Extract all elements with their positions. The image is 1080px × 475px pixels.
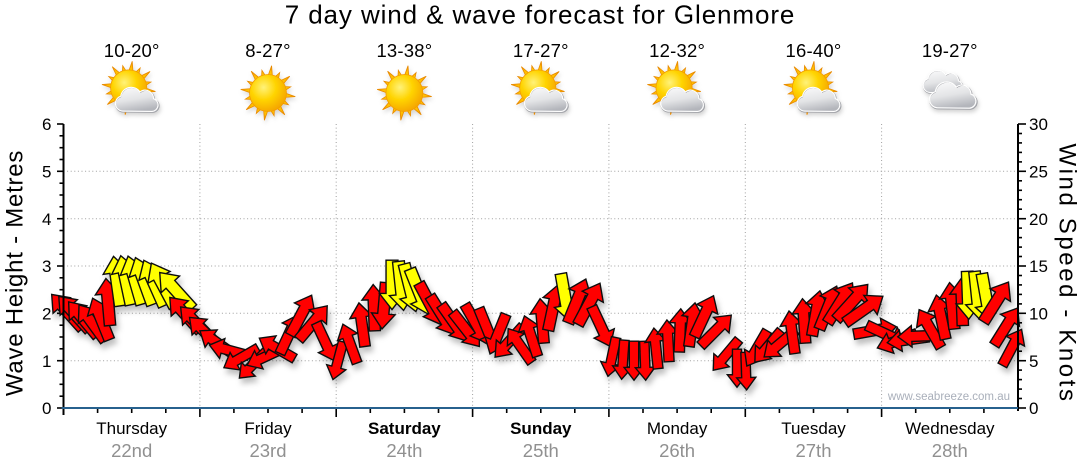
- svg-text:5: 5: [1029, 352, 1038, 371]
- svg-text:Saturday: Saturday: [368, 419, 441, 438]
- svg-text:7 day wind & wave forecast for: 7 day wind & wave forecast for Glenmore: [285, 0, 796, 30]
- svg-text:Wednesday: Wednesday: [905, 419, 995, 438]
- svg-text:16-40°: 16-40°: [786, 40, 842, 61]
- svg-text:0: 0: [1029, 399, 1038, 418]
- svg-text:Tuesday: Tuesday: [781, 419, 846, 438]
- svg-text:15: 15: [1029, 257, 1048, 276]
- svg-text:25: 25: [1029, 162, 1048, 181]
- svg-text:Thursday: Thursday: [96, 419, 167, 438]
- svg-text:Wave Height - Metres: Wave Height - Metres: [2, 150, 29, 396]
- svg-text:8-27°: 8-27°: [245, 40, 290, 61]
- svg-text:10: 10: [1029, 304, 1048, 323]
- svg-text:Wind Speed - Knots: Wind Speed - Knots: [1054, 143, 1080, 403]
- svg-text:3: 3: [42, 257, 51, 276]
- svg-text:28th: 28th: [932, 440, 968, 461]
- svg-text:12-32°: 12-32°: [649, 40, 705, 61]
- svg-text:20: 20: [1029, 210, 1048, 229]
- svg-text:25th: 25th: [523, 440, 559, 461]
- svg-text:26th: 26th: [659, 440, 695, 461]
- svg-text:13-38°: 13-38°: [376, 40, 432, 61]
- svg-text:Sunday: Sunday: [510, 419, 572, 438]
- svg-text:19-27°: 19-27°: [922, 40, 978, 61]
- svg-text:30: 30: [1029, 115, 1048, 134]
- svg-text:Friday: Friday: [244, 419, 292, 438]
- svg-text:27th: 27th: [795, 440, 831, 461]
- svg-text:23rd: 23rd: [249, 440, 286, 461]
- svg-text:10-20°: 10-20°: [104, 40, 160, 61]
- svg-text:0: 0: [42, 399, 51, 418]
- svg-text:2: 2: [42, 304, 51, 323]
- svg-text:17-27°: 17-27°: [513, 40, 569, 61]
- svg-text:4: 4: [42, 210, 51, 229]
- svg-text:www.seabreeze.com.au: www.seabreeze.com.au: [887, 391, 1010, 403]
- svg-text:6: 6: [42, 115, 51, 134]
- svg-text:22nd: 22nd: [111, 440, 152, 461]
- svg-text:Monday: Monday: [647, 419, 708, 438]
- svg-text:1: 1: [42, 352, 51, 371]
- svg-text:24th: 24th: [386, 440, 422, 461]
- svg-text:5: 5: [42, 162, 51, 181]
